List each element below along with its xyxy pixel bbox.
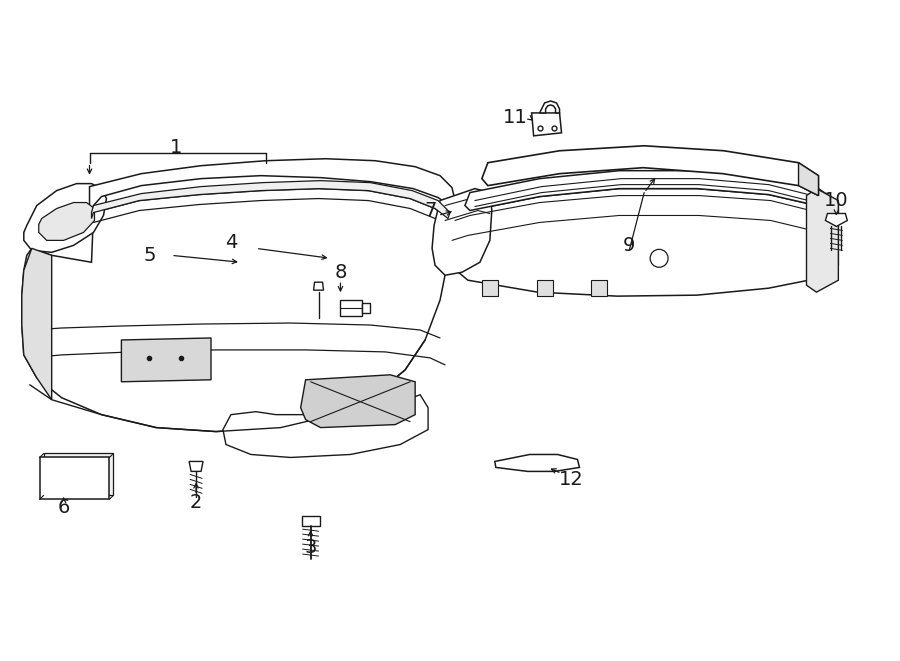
- Polygon shape: [482, 146, 818, 196]
- Text: 6: 6: [58, 498, 70, 517]
- Text: 2: 2: [190, 492, 203, 512]
- Polygon shape: [223, 395, 428, 457]
- Polygon shape: [363, 303, 370, 313]
- Text: 3: 3: [304, 537, 317, 557]
- Polygon shape: [536, 280, 553, 296]
- Text: 10: 10: [824, 191, 849, 210]
- Polygon shape: [89, 159, 455, 215]
- Polygon shape: [22, 188, 450, 432]
- Polygon shape: [44, 453, 113, 495]
- Polygon shape: [22, 249, 51, 400]
- Polygon shape: [448, 188, 839, 296]
- Polygon shape: [23, 184, 106, 253]
- Text: 9: 9: [623, 236, 635, 255]
- Polygon shape: [798, 163, 818, 196]
- Polygon shape: [532, 113, 562, 136]
- Polygon shape: [591, 280, 608, 296]
- Text: 8: 8: [334, 262, 346, 282]
- Polygon shape: [540, 101, 560, 113]
- Polygon shape: [92, 180, 450, 219]
- Text: 5: 5: [143, 246, 156, 265]
- Polygon shape: [825, 214, 847, 227]
- Text: 4: 4: [225, 233, 237, 252]
- Text: 1: 1: [170, 138, 183, 157]
- Polygon shape: [122, 338, 211, 382]
- Text: 11: 11: [503, 108, 528, 128]
- Text: 7: 7: [424, 201, 436, 220]
- Polygon shape: [39, 202, 94, 241]
- Polygon shape: [432, 188, 491, 275]
- Polygon shape: [313, 282, 323, 290]
- Polygon shape: [340, 300, 363, 316]
- Polygon shape: [465, 171, 839, 215]
- Text: 12: 12: [559, 470, 584, 489]
- Polygon shape: [495, 455, 580, 471]
- Polygon shape: [806, 188, 839, 292]
- Polygon shape: [302, 516, 319, 526]
- Polygon shape: [482, 280, 498, 296]
- Polygon shape: [189, 461, 203, 471]
- Polygon shape: [301, 375, 415, 428]
- Polygon shape: [40, 457, 110, 499]
